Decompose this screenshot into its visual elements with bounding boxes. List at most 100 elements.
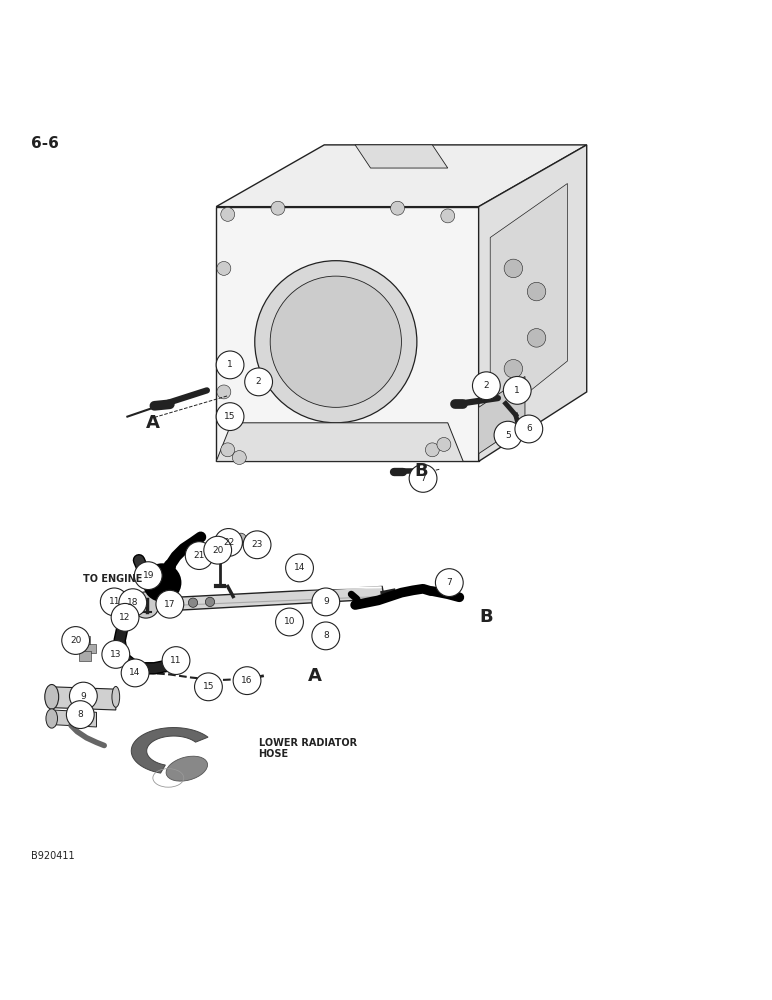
Circle shape [409, 464, 437, 492]
Circle shape [204, 536, 232, 564]
Circle shape [69, 682, 97, 710]
Polygon shape [201, 129, 602, 485]
Circle shape [119, 589, 147, 617]
Text: 18: 18 [127, 598, 138, 607]
Text: 20: 20 [212, 546, 223, 555]
Circle shape [271, 201, 285, 215]
Text: 6-6: 6-6 [31, 136, 59, 151]
Circle shape [134, 562, 162, 590]
Circle shape [171, 600, 181, 609]
Circle shape [270, 276, 401, 407]
Text: B: B [479, 608, 493, 626]
Text: B: B [414, 462, 428, 480]
Circle shape [255, 261, 417, 423]
Polygon shape [479, 376, 525, 454]
Polygon shape [52, 710, 96, 727]
Text: 12: 12 [120, 613, 130, 622]
Circle shape [215, 529, 242, 556]
Text: 8: 8 [77, 710, 83, 719]
Circle shape [515, 426, 527, 438]
Polygon shape [479, 145, 587, 461]
Circle shape [133, 592, 159, 618]
Circle shape [217, 385, 231, 399]
Text: 11: 11 [109, 597, 120, 606]
Circle shape [185, 542, 213, 569]
Text: 15: 15 [203, 682, 214, 691]
Polygon shape [131, 728, 208, 773]
Text: 2: 2 [256, 377, 262, 386]
Circle shape [156, 590, 184, 618]
Circle shape [121, 659, 149, 687]
Circle shape [435, 569, 463, 596]
Circle shape [312, 622, 340, 650]
Text: 15: 15 [225, 412, 235, 421]
Circle shape [222, 535, 233, 546]
Circle shape [100, 588, 128, 616]
Text: B920411: B920411 [31, 851, 75, 861]
Circle shape [527, 329, 546, 347]
Circle shape [235, 533, 246, 544]
Text: 20: 20 [70, 636, 81, 645]
Polygon shape [147, 586, 384, 612]
Circle shape [286, 554, 313, 582]
Circle shape [276, 608, 303, 636]
Circle shape [233, 667, 261, 695]
Polygon shape [77, 636, 90, 645]
Circle shape [494, 421, 522, 449]
Circle shape [102, 641, 130, 668]
Circle shape [248, 533, 259, 544]
Circle shape [195, 673, 222, 701]
Circle shape [312, 588, 340, 616]
Circle shape [143, 563, 181, 602]
Ellipse shape [45, 685, 59, 709]
Circle shape [216, 403, 244, 431]
Text: 11: 11 [171, 656, 181, 665]
Circle shape [62, 627, 90, 654]
Text: 16: 16 [242, 676, 252, 685]
Circle shape [221, 207, 235, 221]
Polygon shape [216, 423, 463, 461]
Text: 14: 14 [294, 563, 305, 572]
Ellipse shape [112, 686, 120, 707]
Ellipse shape [166, 756, 208, 781]
Text: 9: 9 [323, 597, 329, 606]
Circle shape [66, 701, 94, 729]
Text: A: A [146, 414, 160, 432]
Circle shape [437, 437, 451, 451]
Polygon shape [52, 687, 116, 710]
Polygon shape [355, 145, 448, 168]
Circle shape [245, 368, 273, 396]
Text: 7: 7 [446, 578, 452, 587]
Text: 5: 5 [505, 431, 511, 440]
Text: 8: 8 [323, 631, 329, 640]
Polygon shape [83, 644, 96, 653]
Text: 9: 9 [80, 692, 86, 701]
Circle shape [217, 261, 231, 275]
Circle shape [232, 451, 246, 464]
Circle shape [527, 282, 546, 301]
Polygon shape [216, 207, 479, 461]
Text: 1: 1 [514, 386, 520, 395]
Circle shape [111, 603, 139, 631]
Circle shape [243, 531, 271, 559]
Text: 21: 21 [194, 551, 205, 560]
Circle shape [221, 443, 235, 457]
Text: A: A [308, 667, 322, 685]
Circle shape [216, 351, 244, 379]
Circle shape [162, 647, 190, 674]
Circle shape [472, 372, 500, 400]
Circle shape [188, 598, 198, 607]
Ellipse shape [46, 709, 58, 728]
Text: LOWER RADIATOR
HOSE: LOWER RADIATOR HOSE [259, 738, 357, 759]
Text: 7: 7 [420, 474, 426, 483]
Text: 6: 6 [526, 424, 532, 433]
Text: 1: 1 [227, 360, 233, 369]
Circle shape [503, 376, 531, 404]
Text: 2: 2 [483, 381, 489, 390]
Circle shape [441, 209, 455, 223]
Circle shape [391, 201, 405, 215]
Polygon shape [79, 651, 91, 661]
Text: 19: 19 [143, 571, 154, 580]
Text: 23: 23 [252, 540, 262, 549]
Circle shape [205, 597, 215, 607]
